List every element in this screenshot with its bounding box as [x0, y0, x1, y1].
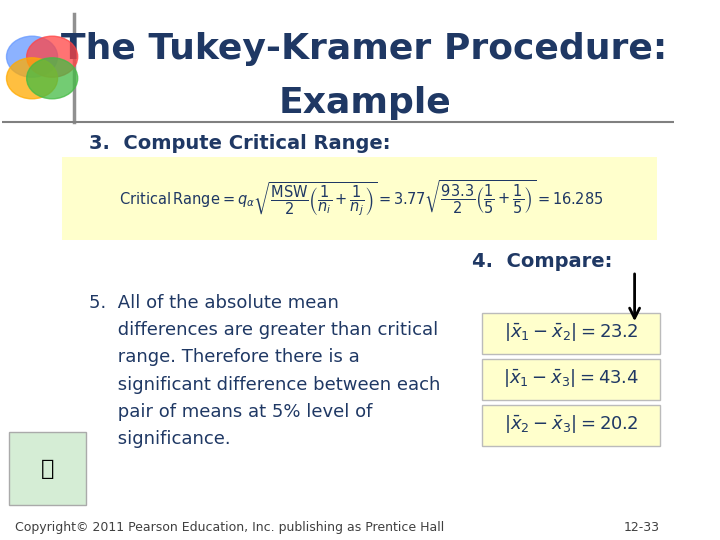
Text: $|\bar{x}_1 - \bar{x}_3| = 43.4$: $|\bar{x}_1 - \bar{x}_3| = 43.4$	[503, 367, 639, 389]
Text: $|\bar{x}_1 - \bar{x}_2| = 23.2$: $|\bar{x}_1 - \bar{x}_2| = 23.2$	[504, 321, 639, 343]
FancyBboxPatch shape	[482, 313, 660, 354]
Text: 4.  Compare:: 4. Compare:	[472, 252, 613, 272]
Text: 5.  All of the absolute mean
     differences are greater than critical
     ran: 5. All of the absolute mean differences …	[89, 294, 441, 448]
FancyBboxPatch shape	[62, 157, 657, 240]
Text: 12-33: 12-33	[624, 521, 660, 534]
Text: 🏌: 🏌	[41, 458, 54, 479]
FancyBboxPatch shape	[482, 359, 660, 400]
Circle shape	[27, 36, 78, 77]
Circle shape	[6, 36, 58, 77]
Text: The Tukey-Kramer Procedure:: The Tukey-Kramer Procedure:	[61, 32, 667, 65]
Text: $|\bar{x}_2 - \bar{x}_3| = 20.2$: $|\bar{x}_2 - \bar{x}_3| = 20.2$	[504, 413, 639, 435]
Text: Copyright© 2011 Pearson Education, Inc. publishing as Prentice Hall: Copyright© 2011 Pearson Education, Inc. …	[15, 521, 444, 534]
Text: 3.  Compute Critical Range:: 3. Compute Critical Range:	[89, 133, 391, 153]
FancyBboxPatch shape	[482, 405, 660, 446]
Text: $\mathrm{Critical\,Range} = q_{\alpha}\sqrt{\dfrac{\mathrm{MSW}}{2}\left(\dfrac{: $\mathrm{Critical\,Range} = q_{\alpha}\s…	[119, 179, 603, 219]
Circle shape	[6, 58, 58, 99]
Text: Example: Example	[278, 86, 451, 119]
FancyBboxPatch shape	[9, 432, 86, 505]
Circle shape	[27, 58, 78, 99]
